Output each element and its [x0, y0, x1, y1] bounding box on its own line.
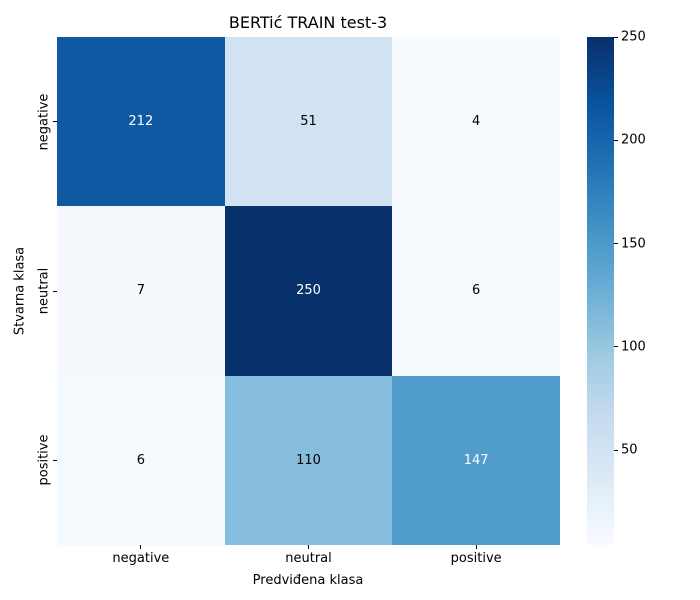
cell-value: 51	[300, 114, 317, 130]
colorbar-tick-label-150: 150	[621, 236, 646, 251]
cell-value: 6	[136, 452, 145, 468]
heatmap-plot: 212 51 4 7 250 6 6 110 147	[57, 37, 560, 545]
x-axis-label: Predviđena klasa	[252, 573, 364, 588]
colorbar-gradient	[587, 37, 614, 545]
colorbar-tick-mark	[614, 139, 618, 141]
heatmap-cell-neutral-neutral: 250	[224, 206, 393, 376]
heatmap-cell-negative-negative: 212	[57, 37, 225, 207]
cell-value: 4	[472, 114, 481, 130]
y-axis-label: Stvarna klasa	[12, 246, 28, 336]
heatmap-cell-neutral-negative: 7	[57, 206, 225, 376]
cell-value: 6	[472, 283, 481, 299]
cell-value: 250	[296, 283, 321, 299]
y-tick-label-positive: positive	[36, 434, 52, 486]
heatmap-cell-neutral-positive: 6	[392, 206, 560, 376]
heatmap-cell-negative-positive: 4	[392, 37, 560, 207]
colorbar-tick-mark	[614, 36, 618, 38]
cell-value: 110	[296, 452, 321, 468]
colorbar-tick-label-50: 50	[621, 442, 638, 458]
colorbar-tick-mark	[614, 243, 618, 244]
x-tick-mark	[308, 545, 309, 549]
cell-value: 147	[463, 452, 489, 468]
x-tick-label-negative: negative	[112, 551, 170, 566]
heatmap-cell-negative-neutral: 51	[224, 37, 393, 207]
y-tick-mark	[53, 121, 57, 123]
x-tick-mark	[475, 545, 477, 549]
cell-value: 7	[136, 283, 145, 299]
colorbar-tick-label-100: 100	[621, 339, 646, 355]
chart-title: BERTić TRAIN test-3	[228, 13, 388, 32]
y-tick-label-neutral: neutral	[36, 267, 52, 315]
heatmap-cell-positive-negative: 6	[57, 375, 225, 545]
y-tick-mark	[53, 459, 57, 461]
colorbar-tick-mark	[614, 346, 618, 348]
x-tick-label-positive: positive	[450, 551, 502, 566]
heatmap-cell-positive-neutral: 110	[224, 375, 393, 545]
colorbar-tick-label-200: 200	[621, 132, 646, 148]
colorbar-tick-mark	[614, 449, 618, 451]
x-tick-mark	[140, 545, 142, 549]
cell-value: 212	[128, 114, 154, 130]
heatmap-cell-positive-positive: 147	[392, 375, 560, 545]
y-tick-mark	[53, 290, 57, 292]
colorbar-tick-label-250: 250	[621, 29, 646, 45]
y-tick-label-negative: negative	[36, 93, 52, 151]
x-tick-label-neutral: neutral	[285, 551, 332, 566]
